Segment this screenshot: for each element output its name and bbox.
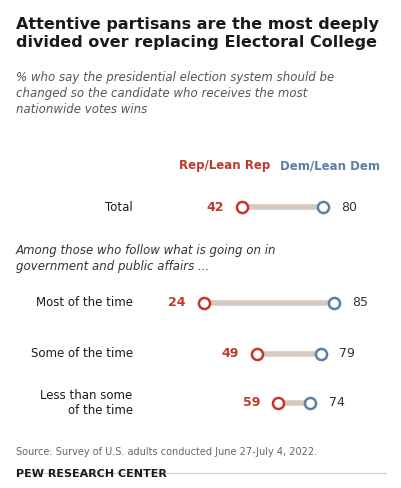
- Text: 85: 85: [351, 296, 367, 309]
- Text: 59: 59: [242, 396, 260, 409]
- Text: Most of the time: Most of the time: [36, 296, 132, 309]
- Text: 74: 74: [328, 396, 344, 409]
- Text: PEW RESEARCH CENTER: PEW RESEARCH CENTER: [16, 469, 166, 479]
- Text: Total: Total: [105, 201, 132, 214]
- Text: Some of the time: Some of the time: [30, 347, 132, 360]
- Text: 80: 80: [340, 201, 356, 214]
- Text: 42: 42: [206, 201, 224, 214]
- Text: 79: 79: [338, 347, 354, 360]
- Text: Dem/Lean Dem: Dem/Lean Dem: [279, 160, 379, 172]
- Text: Rep/Lean Rep: Rep/Lean Rep: [179, 160, 270, 172]
- Text: Among those who follow what is going on in
government and public affairs ...: Among those who follow what is going on …: [16, 244, 276, 273]
- Text: Source: Survey of U.S. adults conducted June 27-July 4, 2022.: Source: Survey of U.S. adults conducted …: [16, 447, 316, 456]
- Text: Attentive partisans are the most deeply
divided over replacing Electoral College: Attentive partisans are the most deeply …: [16, 17, 378, 50]
- Text: Less than some
of the time: Less than some of the time: [41, 388, 132, 417]
- Text: 24: 24: [168, 296, 185, 309]
- Text: 49: 49: [221, 347, 239, 360]
- Text: % who say the presidential election system should be
changed so the candidate wh: % who say the presidential election syst…: [16, 71, 334, 116]
